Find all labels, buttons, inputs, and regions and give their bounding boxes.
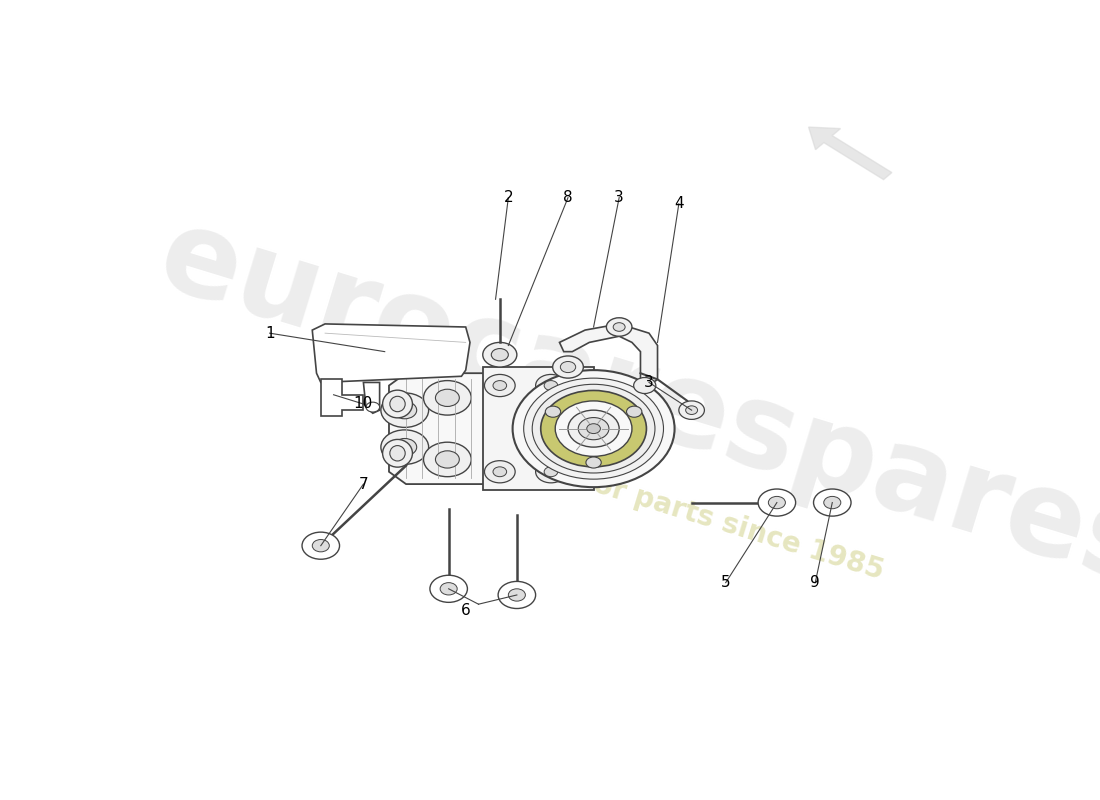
Circle shape <box>484 374 515 397</box>
Circle shape <box>634 378 656 394</box>
Polygon shape <box>321 379 363 416</box>
Text: 1: 1 <box>265 326 275 341</box>
Text: 8: 8 <box>563 190 573 205</box>
Circle shape <box>685 406 697 414</box>
Circle shape <box>544 381 558 390</box>
Circle shape <box>758 489 795 516</box>
Circle shape <box>513 370 674 487</box>
Circle shape <box>613 322 625 331</box>
Text: 4: 4 <box>674 196 683 211</box>
Ellipse shape <box>389 396 405 412</box>
Circle shape <box>493 467 507 477</box>
Circle shape <box>393 402 417 418</box>
Text: 10: 10 <box>354 397 373 411</box>
Circle shape <box>544 467 558 477</box>
Polygon shape <box>560 324 658 389</box>
Circle shape <box>560 362 575 373</box>
Polygon shape <box>389 373 499 484</box>
Circle shape <box>440 582 458 595</box>
Circle shape <box>627 406 642 418</box>
Circle shape <box>493 381 507 390</box>
Circle shape <box>424 442 471 477</box>
Circle shape <box>814 489 851 516</box>
Circle shape <box>381 393 429 427</box>
Text: a passion for parts since 1985: a passion for parts since 1985 <box>428 420 888 585</box>
Text: 7: 7 <box>359 477 369 491</box>
Circle shape <box>824 496 840 509</box>
Circle shape <box>768 496 785 509</box>
Circle shape <box>312 539 329 552</box>
Circle shape <box>436 451 460 468</box>
Circle shape <box>484 461 515 483</box>
Circle shape <box>430 575 468 602</box>
Ellipse shape <box>389 446 405 461</box>
Circle shape <box>524 378 663 479</box>
Circle shape <box>492 349 508 361</box>
Polygon shape <box>363 382 379 414</box>
Circle shape <box>483 342 517 367</box>
Circle shape <box>679 401 704 419</box>
Text: 3: 3 <box>614 190 624 205</box>
Circle shape <box>532 384 654 473</box>
Circle shape <box>606 318 631 336</box>
Circle shape <box>586 424 601 434</box>
Text: 3: 3 <box>645 375 653 390</box>
Circle shape <box>436 390 460 406</box>
Text: 2: 2 <box>504 190 513 205</box>
Circle shape <box>541 390 647 467</box>
Text: 9: 9 <box>811 575 821 590</box>
Circle shape <box>579 418 609 440</box>
Circle shape <box>508 589 526 601</box>
Circle shape <box>568 410 619 447</box>
Circle shape <box>498 582 536 609</box>
Circle shape <box>586 457 602 468</box>
Circle shape <box>552 356 583 378</box>
Circle shape <box>393 438 417 456</box>
Ellipse shape <box>383 439 412 467</box>
Circle shape <box>536 461 566 483</box>
Circle shape <box>556 401 631 456</box>
Circle shape <box>366 402 379 412</box>
Polygon shape <box>483 367 594 490</box>
Polygon shape <box>312 324 470 382</box>
Polygon shape <box>594 379 628 478</box>
Ellipse shape <box>383 390 412 418</box>
Circle shape <box>536 374 566 397</box>
Text: eurocarespares: eurocarespares <box>146 198 1100 610</box>
FancyArrow shape <box>808 127 892 179</box>
Circle shape <box>381 430 429 464</box>
Circle shape <box>546 406 561 418</box>
Text: 5: 5 <box>720 575 730 590</box>
Circle shape <box>424 381 471 415</box>
Text: 6: 6 <box>461 603 471 618</box>
Circle shape <box>302 532 340 559</box>
